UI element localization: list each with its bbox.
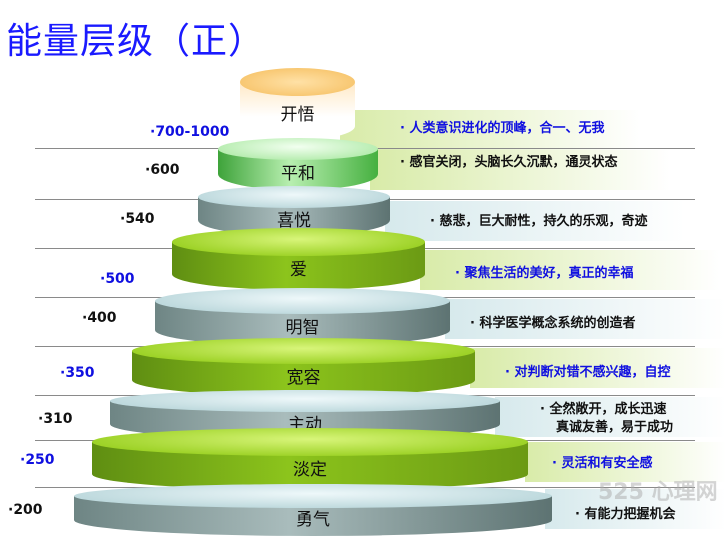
tier-top (92, 428, 528, 456)
level-value: ·540 (120, 211, 155, 227)
level-value: ·200 (8, 502, 43, 518)
description-band (420, 250, 720, 290)
level-description: · 全然敞开，成长迅速真诚友善，易于成功 (540, 401, 673, 437)
level-description: · 聚焦生活的美好，真正的幸福 (455, 265, 633, 283)
level-value: ·350 (60, 365, 95, 381)
description-line: · 全然敞开，成长迅速 (540, 402, 667, 417)
tier-4: 爱 (172, 228, 425, 290)
description-line: · 慈悲，巨大耐性，持久的乐观，奇迹 (430, 214, 648, 229)
tier-2: 平和 (218, 138, 378, 190)
tier-label: 勇气 (296, 510, 330, 530)
tier-label: 宽容 (286, 367, 321, 388)
description-band (470, 348, 726, 388)
level-description: · 灵活和有安全感 (552, 455, 652, 473)
description-line: · 聚焦生活的美好，真正的幸福 (455, 266, 634, 281)
level-value: ·310 (38, 411, 73, 427)
tier-label: 开悟 (280, 105, 315, 125)
level-description: · 慈悲，巨大耐性，持久的乐观，奇迹 (430, 213, 647, 231)
tier-9: 勇气 (74, 484, 552, 536)
tier-label: 喜悦 (277, 210, 311, 231)
description-band (445, 299, 726, 339)
tier-label: 平和 (281, 163, 315, 184)
tier-6: 宽容 (132, 338, 475, 396)
description-line: · 对判断对错不感兴趣，自控 (505, 365, 671, 380)
description-band (525, 442, 726, 482)
tier-label: 爱 (290, 260, 307, 280)
description-line: · 科学医学概念系统的创造者 (470, 316, 636, 331)
level-description: · 对判断对错不感兴趣，自控 (505, 364, 670, 382)
tier-top (172, 228, 425, 256)
tier-top (155, 288, 450, 314)
tier-label: 明智 (285, 317, 320, 338)
tier-top (218, 138, 378, 160)
description-band (385, 201, 685, 241)
description-band (370, 150, 670, 190)
description-band (495, 397, 726, 437)
description-line: · 灵活和有安全感 (552, 456, 653, 471)
tier-1: 开悟 (240, 68, 355, 140)
tier-label: 淡定 (293, 460, 327, 480)
level-description: · 科学医学概念系统的创造者 (470, 315, 635, 333)
level-value: ·500 (100, 271, 135, 287)
level-value: ·600 (145, 162, 180, 178)
level-value: ·400 (82, 310, 117, 326)
level-description: · 人类意识进化的顶峰，合一、无我 (400, 120, 604, 138)
tier-top (198, 186, 390, 208)
tier-top (74, 484, 552, 508)
tier-8: 淡定 (92, 428, 528, 490)
description-band (340, 110, 640, 150)
level-value: ·700-1000 (150, 124, 230, 140)
tier-top (240, 68, 355, 96)
description-line: · 有能力把握机会 (575, 507, 676, 522)
watermark: 525 心理网 (598, 480, 718, 505)
level-description: · 有能力把握机会 (575, 506, 675, 524)
tier-top (132, 338, 475, 364)
description-line: 真诚友善，易于成功 (556, 420, 674, 435)
description-band (545, 489, 726, 529)
description-line: · 感官关闭，头脑长久沉默，通灵状态 (400, 155, 618, 170)
level-description: · 感官关闭，头脑长久沉默，通灵状态 (400, 154, 617, 172)
description-line: · 人类意识进化的顶峰，合一、无我 (400, 121, 605, 136)
level-value: ·250 (20, 452, 55, 468)
tier-top (110, 390, 500, 412)
page-title: 能量层级（正） (6, 21, 266, 62)
